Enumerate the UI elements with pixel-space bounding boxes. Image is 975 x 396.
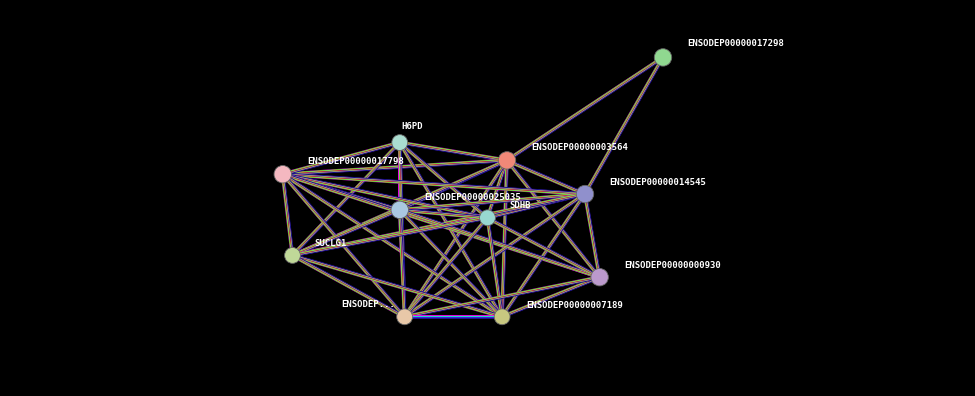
Text: ENSODEP00000003564: ENSODEP00000003564: [531, 143, 628, 152]
Text: ENSODEP00000025035: ENSODEP00000025035: [424, 193, 521, 202]
Circle shape: [654, 49, 672, 66]
Text: H6PD: H6PD: [402, 122, 423, 131]
Text: ENSODEP00000014545: ENSODEP00000014545: [609, 178, 706, 187]
Circle shape: [498, 152, 516, 169]
Circle shape: [397, 309, 412, 325]
Circle shape: [391, 201, 409, 219]
Circle shape: [480, 210, 495, 226]
Circle shape: [392, 135, 408, 150]
Text: ENSODEP00000017298: ENSODEP00000017298: [687, 38, 784, 48]
Text: SDHB: SDHB: [509, 201, 530, 210]
Circle shape: [576, 185, 594, 203]
Circle shape: [494, 309, 510, 325]
Circle shape: [591, 268, 608, 286]
Text: SUCLG1: SUCLG1: [314, 238, 346, 248]
Text: ENSODEP00000000930: ENSODEP00000000930: [624, 261, 721, 270]
Text: ENSODEP00000017798: ENSODEP00000017798: [307, 157, 404, 166]
Circle shape: [274, 166, 292, 183]
Text: ENSODEP...: ENSODEP...: [341, 300, 395, 309]
Circle shape: [285, 248, 300, 263]
Text: ENSODEP00000007189: ENSODEP00000007189: [526, 301, 623, 310]
